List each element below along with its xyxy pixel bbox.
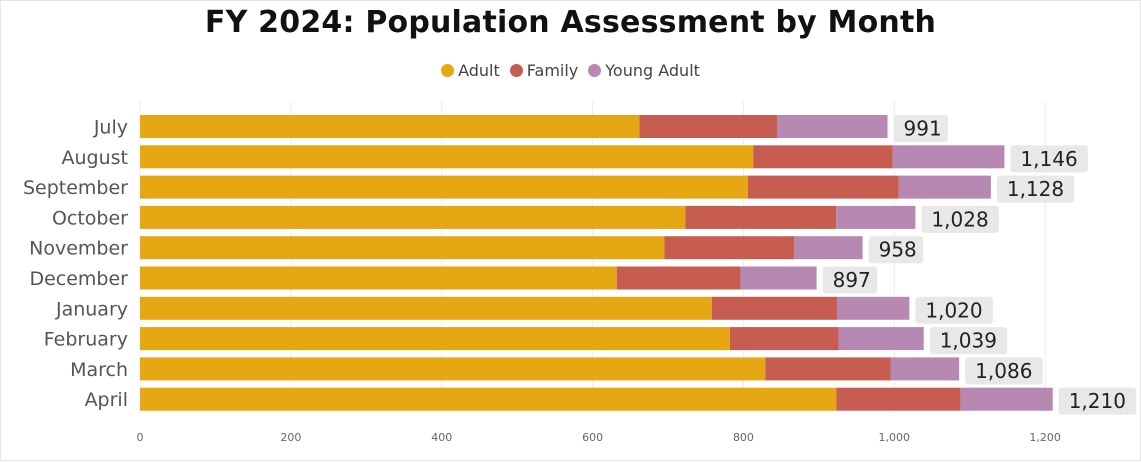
bar-segment bbox=[140, 145, 754, 169]
bar-segment bbox=[753, 145, 893, 169]
bar-segment bbox=[836, 205, 916, 229]
bar-segment bbox=[616, 266, 741, 290]
total-label-background bbox=[868, 236, 924, 264]
category-label: July bbox=[93, 117, 128, 139]
legend-dot-adult bbox=[441, 64, 455, 77]
total-label: 1,039 bbox=[940, 329, 997, 353]
category-label: December bbox=[29, 268, 128, 290]
bar-segment bbox=[793, 236, 863, 260]
total-label-background bbox=[1010, 145, 1088, 173]
bar-segment bbox=[711, 296, 837, 320]
total-label-background bbox=[929, 327, 1008, 355]
total-label: 1,210 bbox=[1069, 389, 1126, 413]
bar-segment bbox=[765, 357, 891, 381]
category-label: March bbox=[70, 359, 128, 381]
bar-segment bbox=[890, 357, 960, 381]
x-tick-label: 0 bbox=[137, 431, 144, 444]
bar-segment bbox=[140, 236, 665, 260]
bar-segment bbox=[664, 236, 794, 260]
bar-segment bbox=[140, 327, 730, 351]
bar-segment bbox=[747, 175, 899, 199]
x-tick-label: 200 bbox=[280, 431, 301, 444]
total-label: 1,086 bbox=[975, 359, 1032, 383]
bar-segment bbox=[960, 387, 1053, 411]
bar-segment bbox=[140, 357, 766, 381]
chart-title: FY 2024: Population Assessment by Month bbox=[204, 5, 937, 40]
total-label: 991 bbox=[904, 117, 942, 141]
legend-label-adult: Adult bbox=[458, 61, 500, 80]
total-label-background bbox=[893, 115, 949, 142]
legend-label-young-adult: Young Adult bbox=[605, 61, 700, 80]
legend-item-adult[interactable]: Adult bbox=[441, 61, 500, 80]
bar-segment bbox=[892, 145, 1005, 169]
legend-item-young-adult[interactable]: Young Adult bbox=[588, 61, 700, 80]
x-tick-label: 1,200 bbox=[1029, 431, 1061, 444]
legend-label-family: Family bbox=[526, 61, 579, 80]
total-label-background bbox=[1058, 387, 1137, 415]
bar-segment bbox=[777, 115, 888, 138]
total-label-background bbox=[915, 296, 993, 324]
x-tick-label: 600 bbox=[582, 431, 603, 444]
bar-segment bbox=[740, 266, 817, 290]
bar-segment bbox=[140, 205, 686, 229]
total-label: 958 bbox=[879, 238, 917, 262]
bar-segment bbox=[836, 387, 961, 411]
bar-segment bbox=[140, 296, 712, 320]
category-label: August bbox=[62, 147, 129, 169]
bar-segment bbox=[140, 266, 617, 290]
bar-segment bbox=[639, 115, 778, 138]
legend-dot-young-adult bbox=[588, 64, 602, 77]
bar-segment bbox=[729, 327, 839, 351]
category-label: April bbox=[85, 389, 128, 411]
category-label: September bbox=[23, 177, 128, 199]
bar-segment bbox=[838, 327, 924, 351]
legend-dot-family bbox=[509, 64, 523, 77]
bar-segment bbox=[140, 175, 748, 199]
total-label-background bbox=[921, 205, 999, 233]
bar-segment bbox=[140, 115, 640, 138]
total-label: 1,128 bbox=[1007, 177, 1064, 201]
legend-item-family[interactable]: Family bbox=[509, 61, 579, 80]
total-label-background bbox=[822, 266, 878, 294]
total-label-background bbox=[965, 357, 1043, 385]
total-label: 1,020 bbox=[925, 298, 982, 322]
chart-legend: Adult Family Young Adult bbox=[1, 61, 1140, 80]
bar-segment bbox=[140, 387, 837, 411]
bar-segment bbox=[898, 175, 991, 199]
x-tick-label: 800 bbox=[733, 431, 754, 444]
category-label: February bbox=[44, 329, 128, 351]
bar-segment bbox=[685, 205, 837, 229]
bar-segment bbox=[836, 296, 910, 320]
total-label: 897 bbox=[833, 268, 871, 292]
x-tick-label: 400 bbox=[431, 431, 452, 444]
x-tick-label: 1,000 bbox=[879, 431, 911, 444]
category-label: January bbox=[55, 298, 128, 320]
category-label: October bbox=[52, 207, 128, 229]
total-label-background bbox=[996, 175, 1075, 203]
total-label: 1,146 bbox=[1020, 147, 1077, 171]
category-label: November bbox=[29, 238, 128, 260]
total-label: 1,028 bbox=[931, 207, 988, 231]
